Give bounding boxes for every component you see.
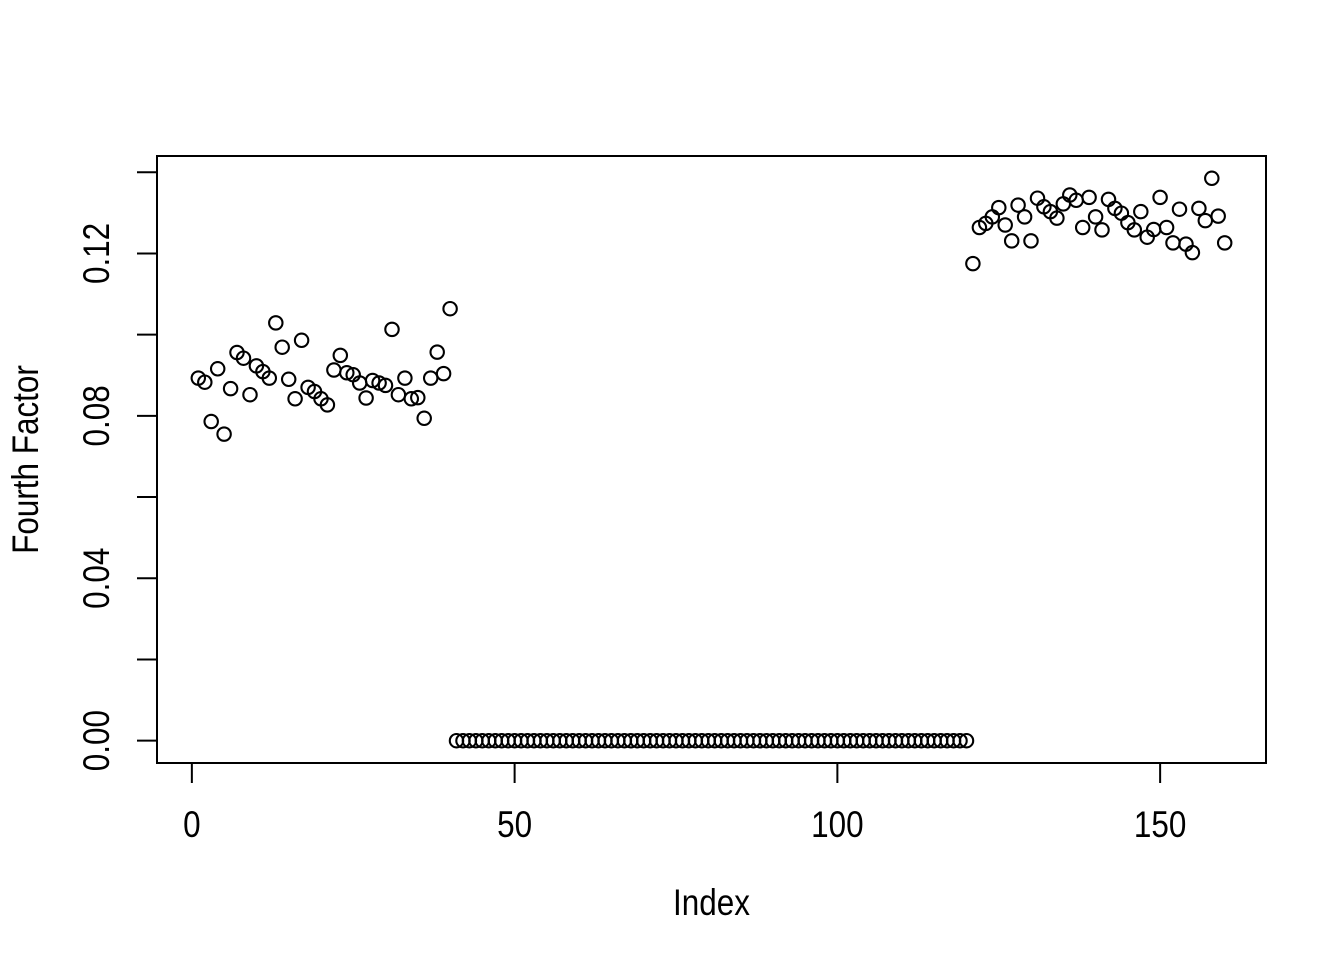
data-point: [293, 332, 310, 349]
x-axis-tick-label: 0: [183, 805, 200, 846]
data-point: [429, 344, 445, 360]
data-point: [416, 410, 432, 427]
data-point: [442, 300, 458, 317]
data-point: [1171, 201, 1188, 217]
y-axis: 0.00 0.04 0.08 0.12: [77, 171, 157, 771]
data-point: [358, 390, 374, 406]
data-point: [1081, 189, 1097, 206]
data-point: [1016, 209, 1033, 225]
data-point: [1010, 197, 1026, 213]
data-point: [1133, 203, 1149, 220]
data-point: [261, 370, 278, 386]
data-point: [1152, 189, 1168, 206]
data-point: [403, 391, 420, 407]
data-point: [377, 377, 394, 394]
data-point: [1184, 244, 1201, 261]
y-axis-tick-label: 0.08: [77, 385, 118, 446]
x-axis-tick-label: 150: [1134, 805, 1186, 846]
data-point: [216, 426, 232, 442]
y-axis-tick-label: 0.00: [77, 710, 118, 771]
data-point: [332, 347, 349, 364]
data-point: [965, 255, 981, 272]
data-point: [997, 217, 1013, 233]
data-point: [1158, 219, 1175, 236]
data-point: [958, 732, 975, 749]
data-point: [1210, 208, 1226, 224]
data-point: [397, 370, 413, 386]
data-point: [274, 339, 290, 355]
y-axis-tick-label: 0.04: [77, 548, 118, 609]
data-point: [287, 391, 303, 407]
x-axis-tick-label: 50: [497, 805, 532, 846]
data-point: [952, 732, 968, 749]
data-point: [209, 361, 226, 377]
data-point: [1126, 222, 1143, 238]
data-point: [235, 350, 252, 366]
data-point: [384, 321, 400, 338]
x-axis: 0 50 100 150: [183, 763, 1186, 846]
data-point: [1074, 219, 1091, 236]
data-point: [1087, 209, 1104, 225]
data-point: [1094, 222, 1110, 238]
data-point: [410, 389, 426, 406]
data-point: [339, 365, 355, 381]
data-point: [435, 365, 452, 382]
data-point: [280, 371, 297, 388]
data-point: [222, 380, 239, 397]
y-axis-tick-label: 0.12: [77, 223, 118, 284]
data-point: [242, 386, 258, 403]
data-point: [203, 413, 219, 430]
data-point: [991, 199, 1007, 216]
data-point: [197, 374, 213, 390]
data-point: [268, 315, 284, 331]
data-point: [1216, 235, 1233, 251]
data-point: [1204, 170, 1220, 187]
data-point: [1023, 233, 1039, 249]
data-point: [1191, 200, 1207, 217]
data-point: [319, 397, 336, 413]
y-axis-title: Fourth Factor: [6, 365, 47, 554]
plot-box: [156, 155, 1267, 764]
x-axis-tick-label: 100: [811, 805, 863, 846]
data-point: [1003, 233, 1020, 249]
data-points: [190, 170, 1233, 749]
data-point: [1049, 210, 1065, 226]
x-axis-title: Index: [673, 883, 750, 924]
